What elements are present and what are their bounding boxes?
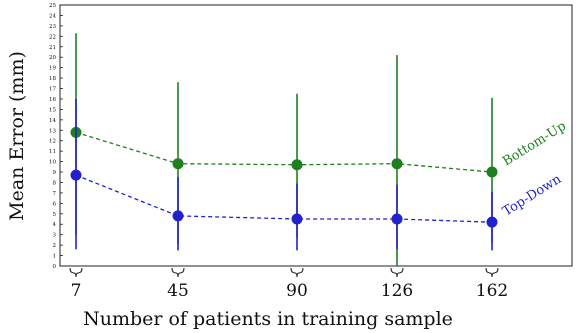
series-line bbox=[75, 131, 493, 173]
y-tick-label: 4 bbox=[53, 222, 57, 228]
y-tick-label: 24 bbox=[49, 13, 56, 19]
y-tick-label: 0 bbox=[53, 264, 57, 270]
y-tick-label: 11 bbox=[49, 149, 56, 155]
data-point bbox=[486, 166, 498, 178]
y-axis-ticks: 0123456789101112131415161718192021222324… bbox=[49, 3, 63, 270]
y-tick-label: 8 bbox=[53, 180, 57, 186]
y-axis-title: Mean Error (mm) bbox=[6, 51, 28, 221]
x-axis-title: Number of patients in training sample bbox=[83, 308, 453, 330]
y-tick-label: 21 bbox=[49, 45, 56, 51]
series-bottom-up: Bottom-Up bbox=[70, 33, 569, 266]
data-point bbox=[391, 158, 403, 170]
y-tick-label: 16 bbox=[49, 97, 56, 103]
x-tick-label: 45 bbox=[167, 281, 189, 301]
y-tick-label: 20 bbox=[49, 55, 56, 61]
x-axis-ticks: 7 45 90 126 162 bbox=[69, 267, 508, 301]
x-tick-label: 126 bbox=[381, 281, 413, 301]
x-tick-mark bbox=[171, 267, 185, 278]
y-tick-label: 25 bbox=[49, 3, 56, 9]
y-tick-label: 7 bbox=[53, 191, 57, 197]
data-point bbox=[291, 159, 303, 171]
x-tick-mark bbox=[390, 267, 404, 278]
data-point bbox=[486, 216, 498, 228]
data-point bbox=[172, 210, 184, 222]
data-point bbox=[70, 169, 82, 181]
data-point bbox=[291, 213, 303, 225]
y-tick-label: 1 bbox=[53, 254, 57, 260]
y-tick-label: 5 bbox=[53, 212, 57, 218]
series-label: Bottom-Up bbox=[500, 119, 569, 170]
y-tick-label: 15 bbox=[49, 107, 56, 113]
y-tick-label: 12 bbox=[49, 139, 56, 145]
x-tick-mark bbox=[485, 267, 499, 278]
y-tick-label: 23 bbox=[49, 24, 56, 30]
y-tick-label: 18 bbox=[49, 76, 56, 82]
series-label: Top-Down bbox=[500, 172, 564, 220]
plot-area-frame bbox=[59, 4, 573, 267]
x-tick-mark bbox=[69, 267, 83, 278]
data-point bbox=[172, 158, 184, 170]
series-line bbox=[75, 174, 493, 223]
y-tick-label: 6 bbox=[53, 201, 57, 207]
x-tick-mark bbox=[290, 267, 304, 278]
y-tick-label: 2 bbox=[53, 243, 57, 249]
y-tick-label: 13 bbox=[49, 128, 56, 134]
data-point bbox=[391, 213, 403, 225]
x-tick-label: 162 bbox=[476, 281, 508, 301]
y-tick-label: 22 bbox=[49, 34, 56, 40]
y-tick-label: 3 bbox=[53, 233, 57, 239]
y-tick-label: 17 bbox=[49, 87, 56, 93]
y-tick-label: 19 bbox=[49, 66, 56, 72]
y-tick-label: 10 bbox=[49, 160, 56, 166]
x-tick-label: 90 bbox=[286, 281, 308, 301]
y-tick-label: 9 bbox=[53, 170, 57, 176]
y-tick-label: 14 bbox=[49, 118, 56, 124]
x-tick-label: 7 bbox=[71, 281, 82, 301]
